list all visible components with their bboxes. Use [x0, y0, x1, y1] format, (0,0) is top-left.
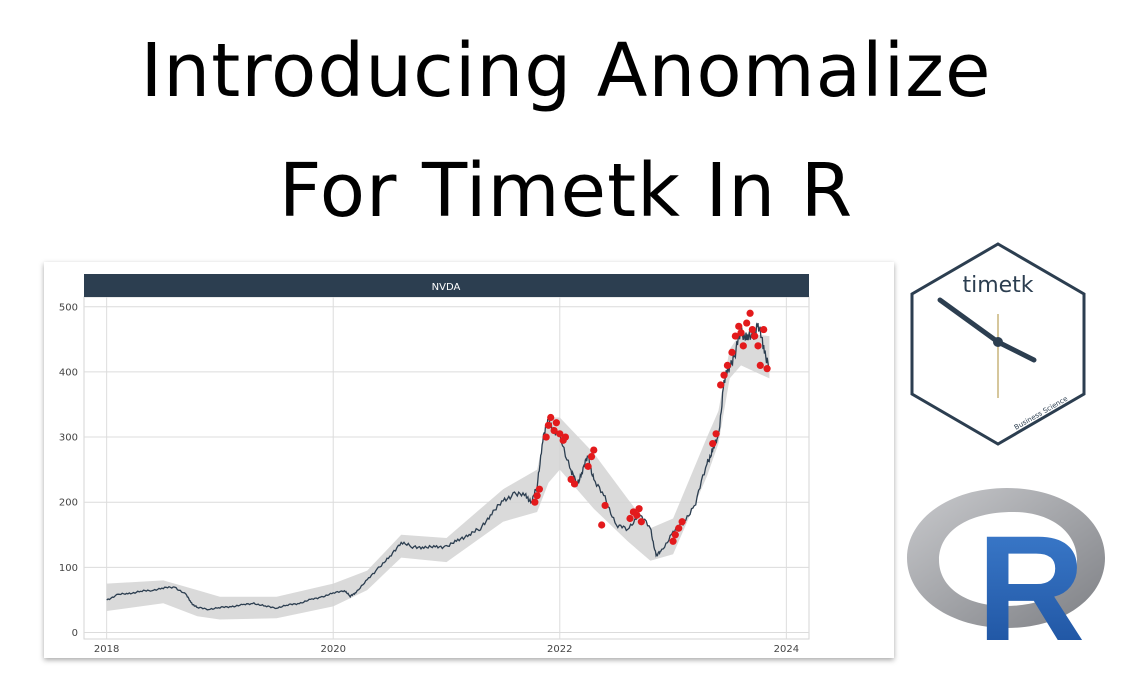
anomaly-point [556, 430, 564, 438]
anomaly-point [717, 381, 725, 389]
anomaly-point [561, 433, 570, 441]
anomaly-point [675, 524, 683, 532]
anomaly-point [531, 498, 539, 506]
price-line [106, 322, 770, 611]
facet-title: NVDA [432, 282, 461, 293]
anomaly-point [748, 325, 756, 334]
anomaly-point [635, 505, 643, 513]
x-tick-label: 2018 [94, 644, 119, 655]
y-tick-label: 200 [59, 498, 78, 509]
y-tick-label: 100 [59, 563, 78, 574]
anomaly-point [633, 511, 641, 519]
anomaly-point [669, 537, 677, 545]
anomaly-point [709, 439, 717, 448]
r-logo-ring [907, 488, 1105, 628]
y-tick-label: 300 [59, 433, 78, 444]
anomaly-point [739, 342, 747, 350]
anomaly-point [637, 518, 645, 526]
x-tick-label: 2024 [774, 644, 799, 655]
anomaly-point [760, 325, 768, 334]
y-tick-label: 400 [59, 367, 78, 378]
anomaly-point [535, 485, 543, 493]
r-logo-letter: R [977, 504, 1085, 650]
clock-center-icon [993, 337, 1003, 347]
anomaly-point [678, 518, 686, 526]
facet-strip [84, 274, 809, 297]
x-tick-label: 2020 [320, 644, 345, 655]
y-tick-label: 0 [72, 628, 78, 639]
anomaly-band [106, 332, 770, 620]
anomaly-point [723, 361, 732, 369]
anomaly-point [626, 514, 634, 523]
anomaly-point [754, 342, 762, 350]
chart-card: NVDA 0 100 200 300 400 500 2018 2020 2022 2024 [44, 262, 894, 658]
anomaly-point [731, 332, 739, 340]
anomaly-point [712, 430, 720, 438]
anomaly-point [584, 462, 592, 470]
anomaly-point [763, 365, 771, 373]
anomaly-point [751, 332, 759, 340]
anomaly-point [542, 433, 550, 441]
anomaly-point [601, 501, 609, 510]
anomaly-point [598, 521, 606, 529]
nvda-chart: NVDA 0 100 200 300 400 500 2018 2020 2022 2024 [59, 274, 810, 655]
anomaly-point [590, 446, 598, 454]
anomaly-point [743, 319, 751, 327]
r-logo: R [907, 488, 1105, 650]
x-tick-label: 2022 [547, 644, 572, 655]
anomaly-point [720, 371, 728, 379]
title-line-2: For Timetk In R [278, 148, 854, 234]
timetk-logo-text: timetk [962, 273, 1033, 298]
y-tick-label: 500 [59, 302, 78, 313]
anomaly-point [547, 413, 555, 422]
anomaly-point [756, 361, 764, 369]
anomaly-point [746, 309, 754, 317]
anomaly-point [587, 453, 596, 461]
anomaly-point [737, 329, 745, 337]
anomaly-point [728, 348, 736, 356]
plot-area [83, 296, 810, 640]
anomaly-point [552, 419, 560, 427]
clock-minute-hand-icon [995, 339, 1037, 363]
clock-hour-hand-icon [937, 297, 1001, 345]
timetk-logo: timetk Business Science [910, 242, 1086, 446]
anomaly-point [570, 480, 579, 488]
title-line-1: Introducing Anomalize [140, 28, 992, 114]
anomaly-point [533, 492, 541, 500]
anomaly-point [550, 426, 558, 435]
anomaly-point [544, 421, 553, 429]
anomaly-point [671, 531, 679, 539]
anomaly-point [735, 322, 743, 330]
